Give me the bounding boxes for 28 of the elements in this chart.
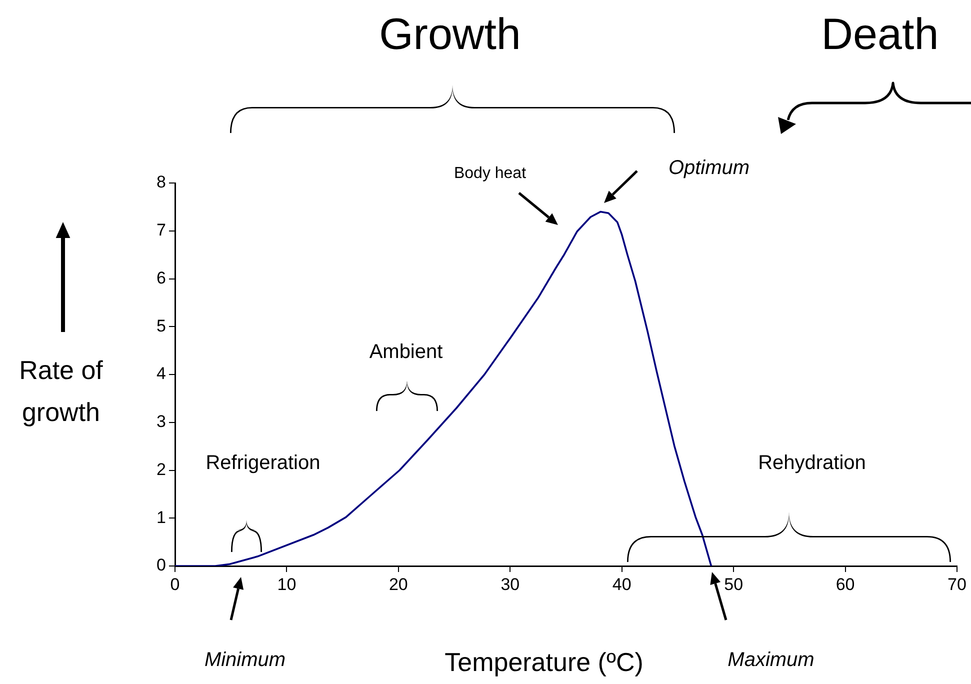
y-tick-label: 1 <box>156 508 166 527</box>
y-tick-label: 3 <box>156 412 166 432</box>
text: Body heat <box>454 165 526 182</box>
y-tick-label: 7 <box>156 220 166 240</box>
y-tick-label: 0 <box>156 556 166 575</box>
x-axis-title: Temperature (ºC) <box>444 647 644 678</box>
text: Minimum <box>203 648 287 672</box>
x-tick-label: 30 <box>500 574 520 594</box>
annotation: Rehydration <box>757 451 867 475</box>
x-tick-label: 70 <box>948 574 966 594</box>
y-tick-label: 5 <box>156 316 166 336</box>
y-tick-label: 8 <box>156 172 166 192</box>
annotation: Ambient <box>368 340 444 364</box>
text: Growth <box>378 8 522 61</box>
y-tick-label: 4 <box>156 364 166 384</box>
y-axis-title: Rate of growth <box>18 354 104 429</box>
x-tick-label: 10 <box>277 574 296 594</box>
text: Optimum <box>668 157 750 179</box>
x-tick-label: 50 <box>724 574 744 594</box>
y-tick-label: 6 <box>156 268 166 288</box>
x-tick-label: 0 <box>170 574 180 594</box>
x-tick-label: 60 <box>836 574 855 594</box>
text: Death <box>820 8 940 61</box>
y-tick-label: 2 <box>156 460 166 479</box>
x-tick-label: 40 <box>612 574 632 594</box>
text: Maximum <box>728 649 814 671</box>
annotation: Refrigeration <box>206 452 320 474</box>
x-tick-label: 20 <box>388 574 408 594</box>
